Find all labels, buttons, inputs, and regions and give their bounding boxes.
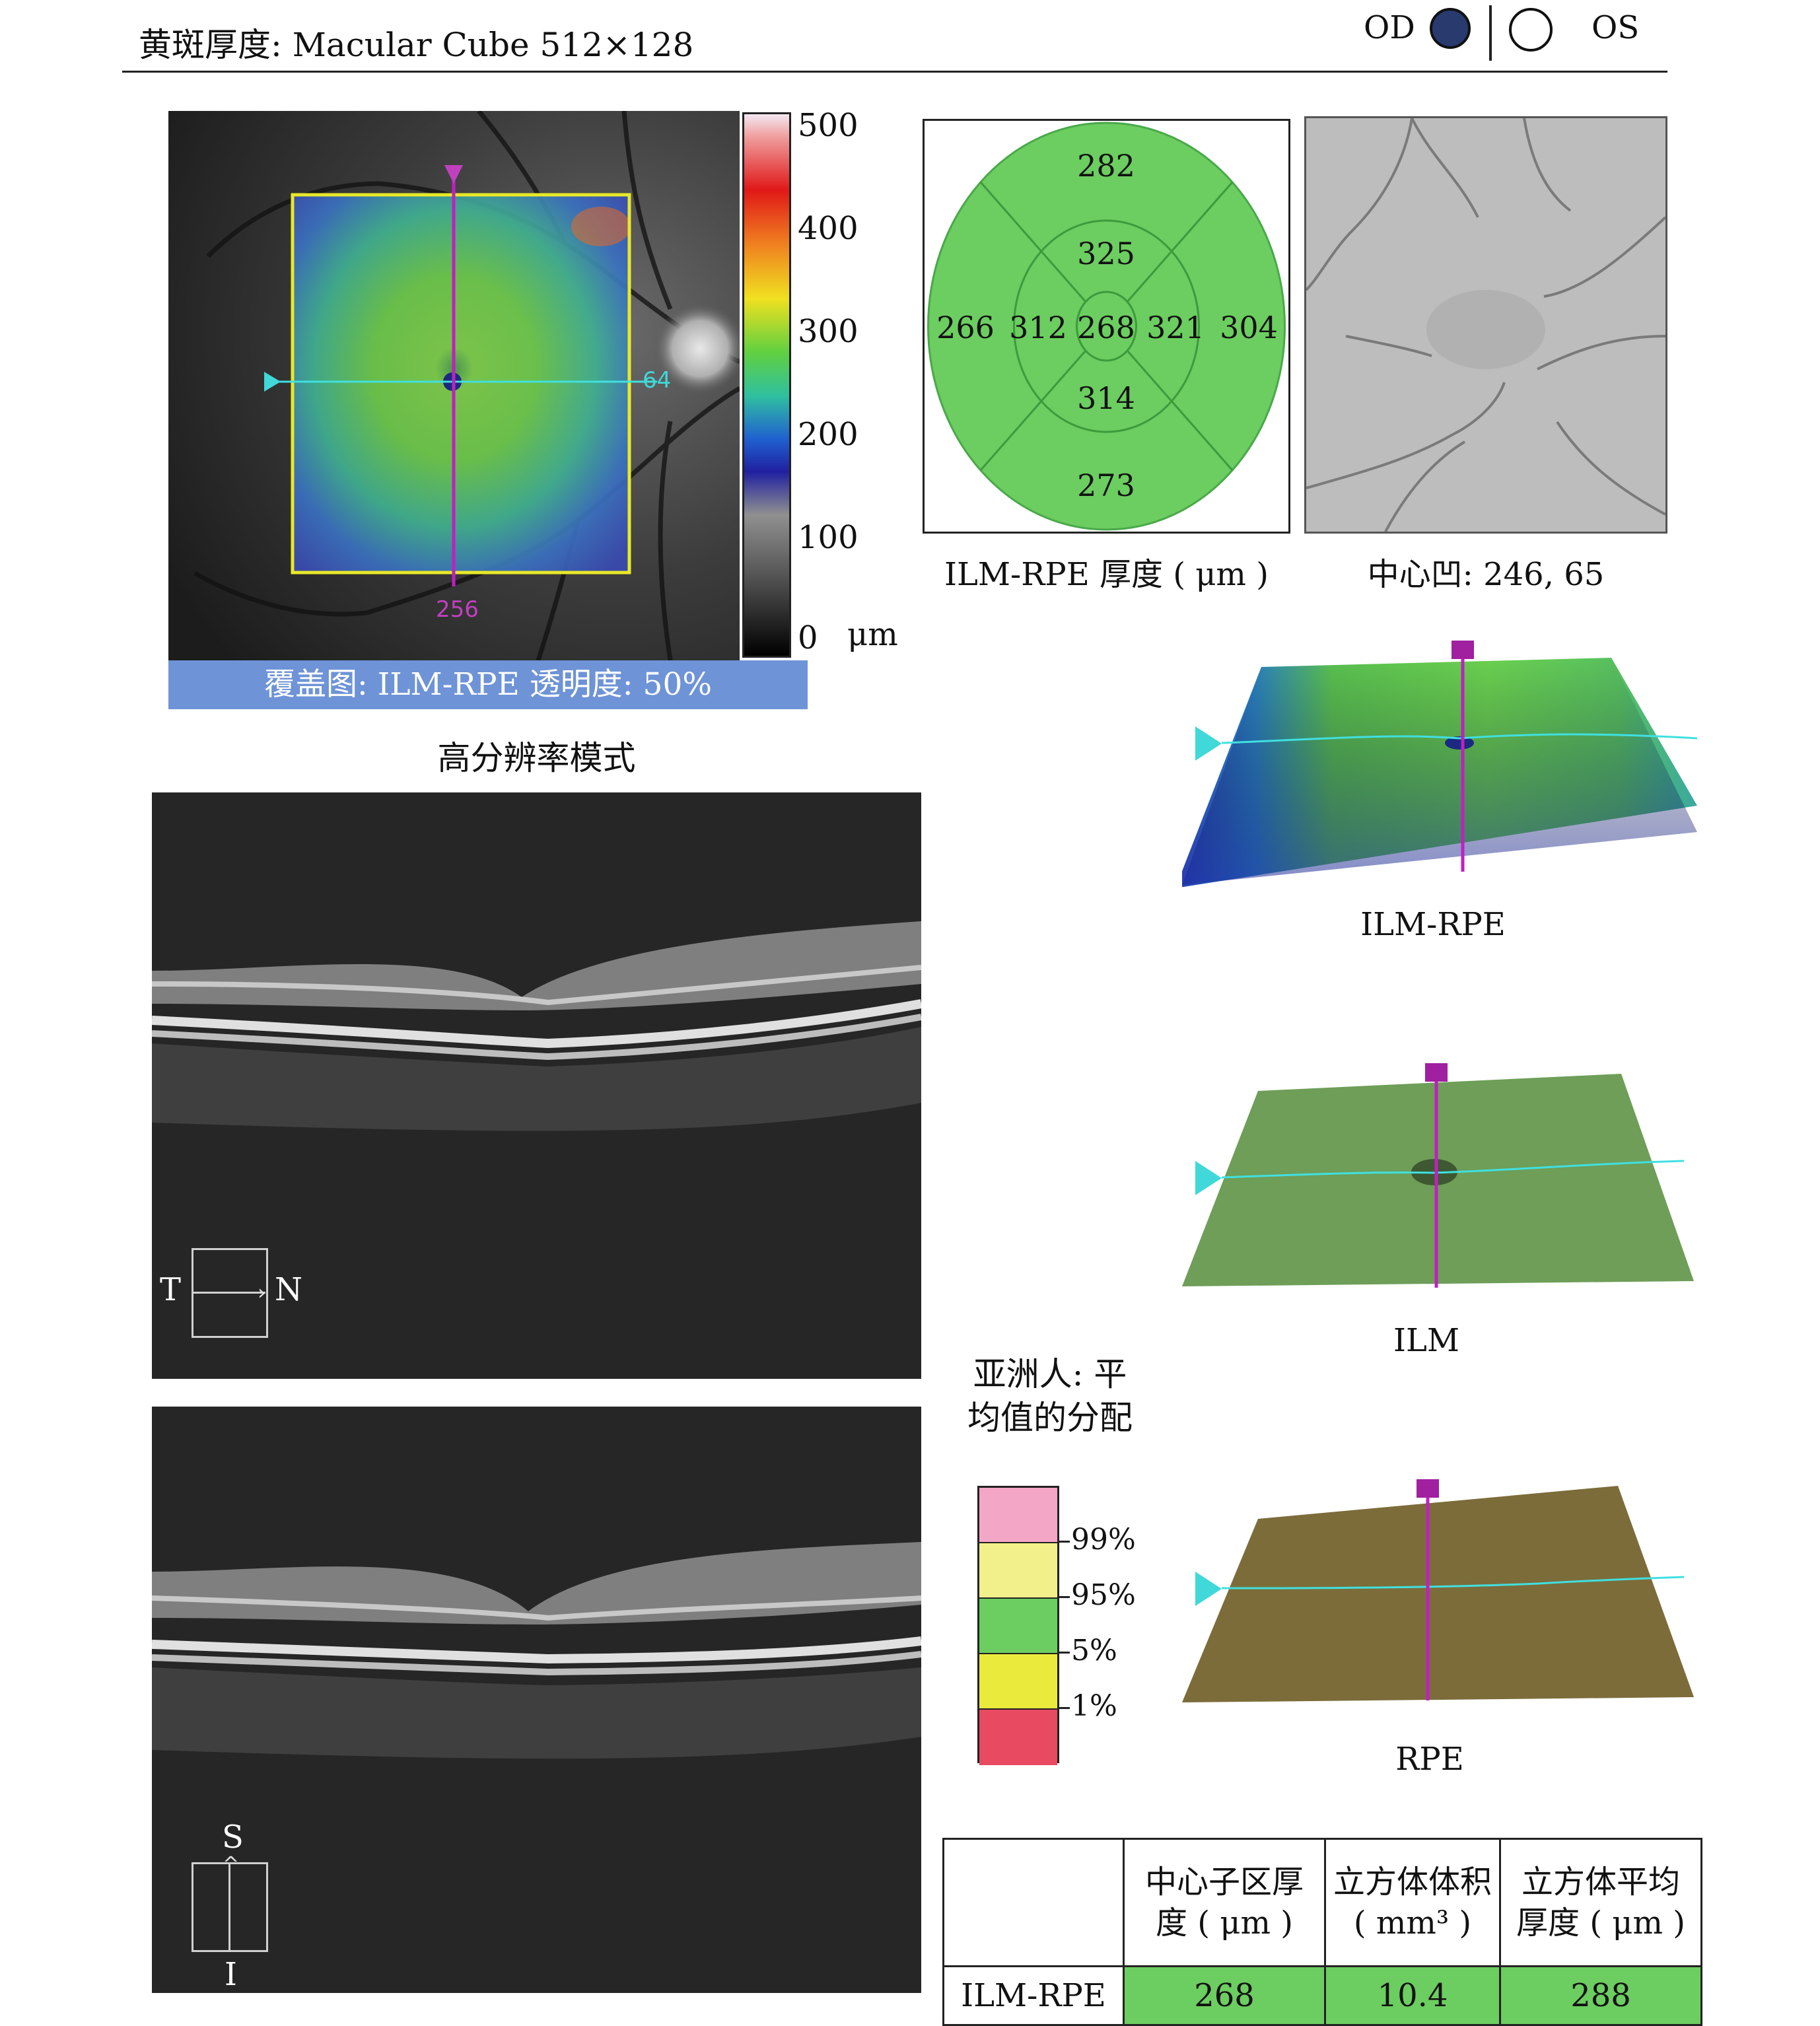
- scale-label-0: 0: [798, 619, 818, 656]
- legend-label-99: 99%: [1071, 1523, 1136, 1556]
- inferior-label: I: [225, 1956, 237, 1993]
- legend-band-above-99: [979, 1488, 1057, 1544]
- normative-distribution-title: 亚洲人: 平均值的分配: [967, 1355, 1133, 1437]
- fundus-image: [1304, 116, 1667, 534]
- legend-label-1: 1%: [1071, 1689, 1117, 1723]
- header-text: 中心子区厚度 ( μm ): [1144, 1864, 1304, 1941]
- scale-unit: μm: [847, 616, 898, 653]
- rpe-surface-graphic: [1182, 1479, 1694, 1702]
- legend-label-5: 5%: [1071, 1634, 1117, 1667]
- horizontal-scan-marker: 64: [643, 367, 672, 394]
- etdrs-caption: ILM-RPE 厚度 ( μm ): [944, 556, 1269, 593]
- legend-band-5-95: [979, 1599, 1057, 1655]
- value-cube-average-thickness: 288: [1499, 1965, 1702, 2026]
- legend-band-below-1: [979, 1710, 1057, 1765]
- summary-table: 中心子区厚度 ( μm ) 立方体体积 ( mm³ ) 立方体平均厚度 ( μm…: [942, 1838, 1702, 2026]
- thickness-color-scale: [742, 112, 791, 658]
- overlay-caption-bar[interactable]: 覆盖图: ILM-RPE 透明度: 50%: [168, 660, 808, 709]
- vertical-bscan-graphic: [152, 1407, 921, 1993]
- row-label-ilm-rpe: ILM-RPE: [942, 1965, 1125, 2026]
- legend-band-95-99: [979, 1543, 1057, 1599]
- od-selected-indicator-icon[interactable]: [1430, 8, 1471, 49]
- horizontal-bscan: › T N: [152, 792, 921, 1379]
- ilm-surface-graphic: [1182, 1063, 1694, 1288]
- value-central-subfield-thickness: 268: [1123, 1965, 1326, 2026]
- high-resolution-mode-label: 高分辨率模式: [437, 739, 636, 777]
- legend-tick: [1059, 1652, 1070, 1654]
- orientation-arrow-line: [228, 1862, 230, 1952]
- header-cube-volume: 立方体体积 ( mm³ ): [1324, 1838, 1501, 1967]
- legend-tick: [1059, 1707, 1070, 1709]
- grid-outer-nasal: 304: [1220, 310, 1278, 345]
- thickness-overlay-map: 64 256: [168, 111, 740, 660]
- os-unselected-indicator-icon[interactable]: [1509, 8, 1553, 52]
- scale-label-100: 100: [798, 519, 858, 556]
- ilm-surface-label: ILM: [1393, 1322, 1459, 1359]
- report-title: 黄斑厚度: Macular Cube 512×128: [139, 26, 694, 64]
- vertical-bscan: ^ S I: [152, 1407, 921, 1993]
- grid-center: 268: [1077, 310, 1135, 345]
- rpe-surface-label: RPE: [1395, 1741, 1464, 1778]
- horizontal-bscan-graphic: [152, 792, 921, 1379]
- value-cube-volume: 10.4: [1324, 1965, 1501, 2026]
- scale-label-500: 500: [798, 107, 858, 144]
- overlay-graphic: [168, 111, 740, 660]
- header-divider: [122, 71, 1667, 73]
- grid-inner-inferior: 314: [1077, 380, 1135, 416]
- arrow-right-icon: ›: [258, 1280, 266, 1305]
- table-header-row: 中心子区厚度 ( μm ) 立方体体积 ( mm³ ) 立方体平均厚度 ( μm…: [942, 1838, 1702, 1967]
- legend-tick: [1059, 1541, 1070, 1543]
- arrow-up-icon: ^: [223, 1853, 240, 1876]
- ilm-3d-surface: [1182, 1057, 1697, 1308]
- legend-band-1-5: [979, 1654, 1057, 1710]
- superior-label: S: [222, 1819, 244, 1856]
- legend-tick: [1059, 1596, 1070, 1598]
- vertical-scan-marker: 256: [436, 596, 479, 623]
- table-row: ILM-RPE 268 10.4 288: [942, 1965, 1702, 2026]
- rpe-3d-surface: [1182, 1473, 1697, 1724]
- table-corner-cell: [942, 1838, 1125, 1967]
- grid-outer-temporal: 266: [936, 310, 995, 345]
- header-text: 立方体平均厚度 ( μm ): [1516, 1864, 1685, 1941]
- grid-outer-inferior: 273: [1077, 468, 1135, 503]
- etdrs-thickness-grid: 282 325 266 312 268 321 304 314 273: [923, 119, 1290, 534]
- grid-outer-superior: 282: [1077, 148, 1135, 184]
- ilm-rpe-3d-surface: [1182, 634, 1697, 891]
- header-text: 立方体体积 ( mm³ ): [1333, 1864, 1492, 1941]
- scale-label-300: 300: [798, 313, 858, 350]
- header-central-subfield-thickness: 中心子区厚度 ( μm ): [1123, 1838, 1326, 1967]
- eye-separator: [1489, 5, 1492, 61]
- etdrs-grid-graphic: [927, 122, 1286, 531]
- header-cube-average-thickness: 立方体平均厚度 ( μm ): [1499, 1838, 1702, 1967]
- temporal-label: T: [160, 1271, 182, 1308]
- normative-legend: [977, 1486, 1059, 1765]
- fundus-graphic: [1306, 118, 1665, 532]
- legend-label-95: 95%: [1071, 1578, 1136, 1612]
- grid-inner-superior: 325: [1077, 236, 1135, 271]
- grid-inner-nasal: 321: [1146, 310, 1205, 345]
- nasal-label: N: [275, 1271, 302, 1308]
- fovea-location-caption: 中心凹: 246, 65: [1367, 556, 1605, 593]
- ilm-rpe-surface-label: ILM-RPE: [1360, 906, 1506, 943]
- ilm-rpe-surface-graphic: [1182, 641, 1697, 888]
- orientation-arrow-line: [192, 1292, 265, 1294]
- scale-label-200: 200: [798, 416, 858, 453]
- od-label: OD: [1364, 9, 1415, 46]
- grid-inner-temporal: 312: [1009, 310, 1067, 345]
- os-label: OS: [1592, 9, 1640, 46]
- scale-label-400: 400: [798, 210, 858, 247]
